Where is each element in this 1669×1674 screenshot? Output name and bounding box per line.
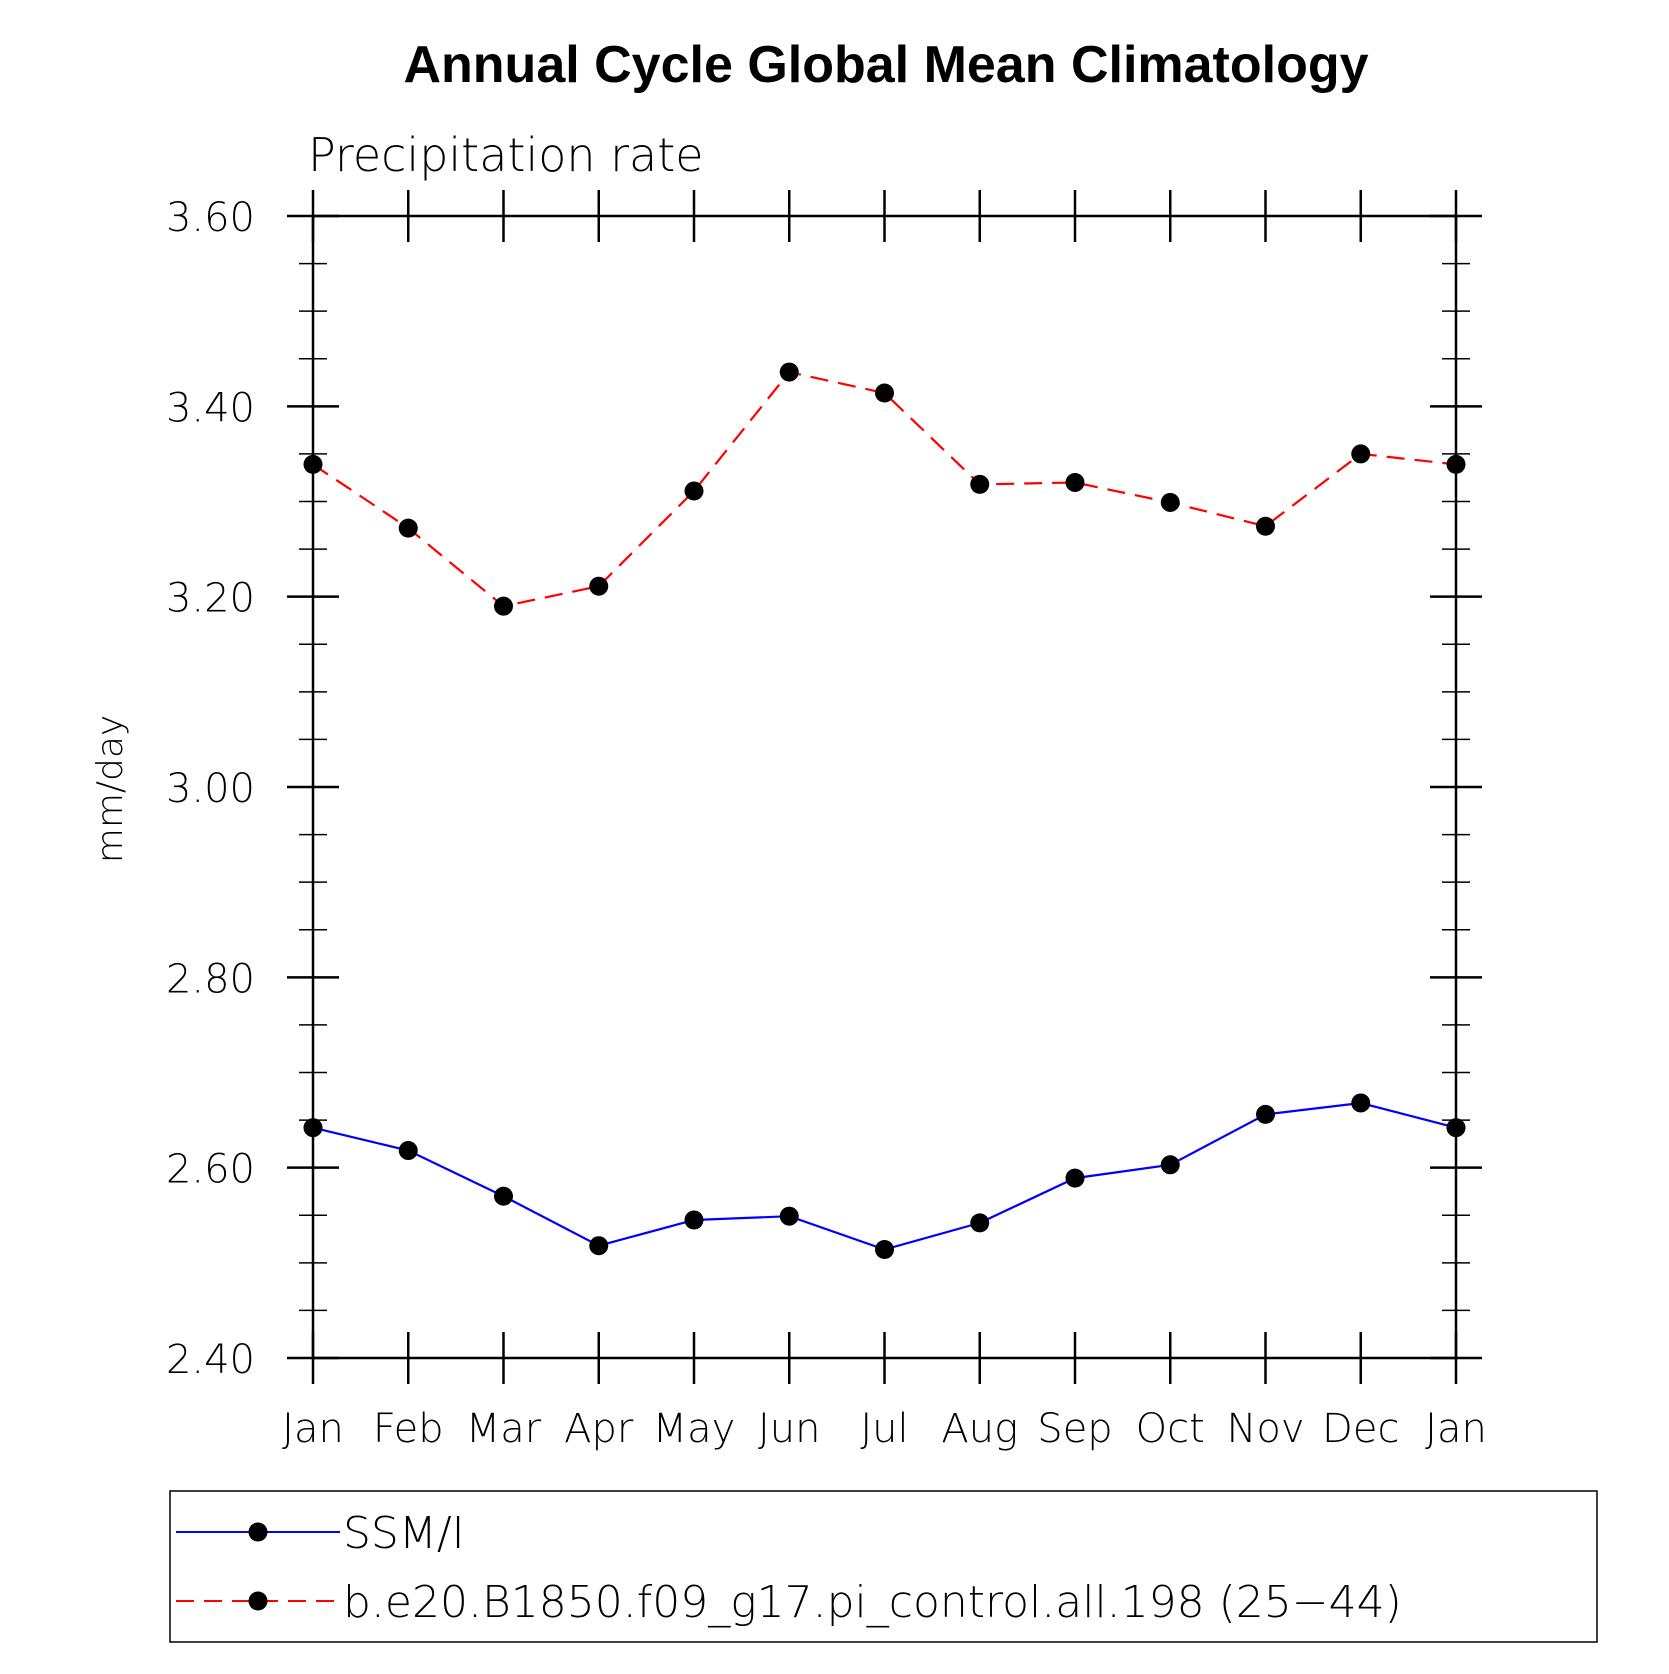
legend-marker-model	[248, 1591, 268, 1611]
x-tick-label: Jan	[1425, 1406, 1487, 1452]
series-0-point	[1446, 1118, 1466, 1138]
y-tick-label: 3.00	[166, 766, 255, 812]
series-1-point	[1446, 454, 1466, 474]
series-line-0	[312, 1101, 1457, 1251]
series-0-point	[494, 1186, 513, 1206]
series-layer	[303, 362, 1466, 1260]
axis-ticks	[287, 190, 1482, 1384]
series-0-point	[1351, 1093, 1371, 1113]
series-0-point	[684, 1210, 704, 1230]
legend-label-ssmi: SSM/I	[343, 1508, 465, 1559]
series-1-point	[970, 474, 990, 494]
legend-box	[169, 1490, 1598, 1643]
y-tick-label: 2.80	[166, 956, 255, 1002]
y-tick-label: 2.60	[166, 1147, 255, 1193]
series-1-point	[303, 454, 323, 474]
series-1-point	[1160, 492, 1180, 512]
chart-subtitle: Precipitation rate	[308, 128, 704, 182]
x-tick-label: Feb	[373, 1406, 444, 1452]
series-1-point	[875, 383, 894, 403]
series-1-point	[1351, 444, 1371, 464]
series-0-point	[779, 1206, 799, 1226]
series-0-point	[1256, 1104, 1275, 1124]
series-0-point	[303, 1118, 323, 1138]
x-tick-label: Jul	[860, 1406, 908, 1452]
x-tick-label: Mar	[466, 1406, 542, 1452]
legend-label-model: b.e20.B1850.f09_g17.pi_control.all.198 (…	[343, 1577, 1402, 1628]
y-tick-label: 3.60	[166, 195, 255, 241]
x-tick-label: Jun	[758, 1406, 821, 1452]
series-0-point	[970, 1213, 990, 1233]
series-1-point	[494, 596, 513, 616]
series-0-point	[1160, 1155, 1180, 1175]
series-0-point	[589, 1236, 609, 1256]
x-tick-labels: Jan Feb Mar Apr May Jun Jul Aug Sep Oct Nov Dec Jan	[282, 1406, 1487, 1452]
series-line-1	[312, 370, 1457, 608]
series-0-point	[875, 1240, 894, 1260]
series-1-point	[684, 481, 704, 501]
x-tick-label: Nov	[1226, 1406, 1304, 1452]
series-1-point	[779, 362, 799, 382]
x-tick-label: Apr	[564, 1406, 634, 1452]
series-1-point	[1065, 472, 1085, 492]
series-1-point	[398, 518, 418, 538]
x-tick-label: Jan	[282, 1406, 344, 1452]
y-tick-label: 2.40	[166, 1337, 255, 1383]
legend-marker-ssmi	[248, 1522, 268, 1542]
x-tick-label: Oct	[1136, 1406, 1205, 1452]
series-1-point	[589, 576, 609, 596]
y-axis-label: mm/day	[90, 715, 131, 863]
series-1-point	[1256, 516, 1275, 536]
y-tick-label: 3.20	[166, 576, 255, 622]
series-0-point	[1065, 1168, 1085, 1188]
x-tick-label: Sep	[1037, 1406, 1112, 1452]
chart-title: Annual Cycle Global Mean Climatology	[403, 36, 1368, 94]
x-tick-label: Dec	[1322, 1406, 1399, 1452]
legend: SSM/I b.e20.B1850.f09_g17.pi_control.all…	[169, 1490, 1598, 1643]
x-tick-label: May	[653, 1406, 736, 1452]
y-tick-labels: 2.40 2.60 2.80 3.00 3.20 3.40 3.60	[166, 195, 255, 1383]
x-tick-label: Aug	[941, 1406, 1018, 1452]
y-tick-label: 3.40	[166, 385, 255, 431]
series-0-point	[398, 1141, 418, 1161]
